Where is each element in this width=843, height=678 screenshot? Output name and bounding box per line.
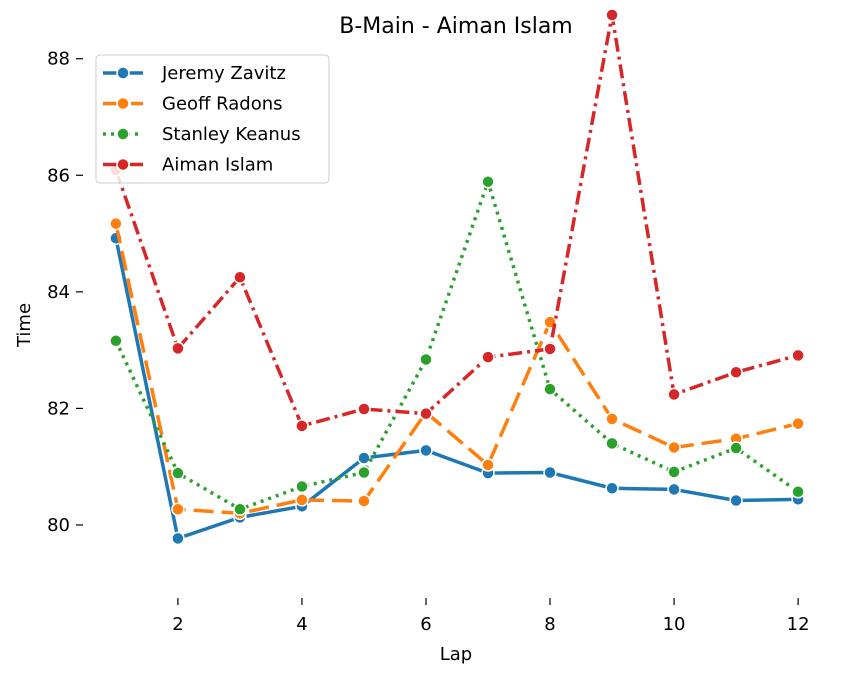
data-point [481, 458, 495, 472]
series-line [114, 223, 799, 516]
data-point [667, 482, 681, 497]
x-tick-label: 2 [172, 614, 183, 635]
data-point [667, 465, 681, 479]
data-point [419, 406, 433, 421]
data-point [667, 440, 681, 455]
legend-marker [116, 96, 130, 111]
data-point [109, 216, 123, 231]
data-point [109, 334, 123, 348]
x-axis: 2 4 6 8 10 12 [172, 598, 810, 635]
x-tick-label: 4 [296, 614, 307, 635]
data-point [605, 436, 619, 451]
y-axis: 80 82 84 86 88 [47, 49, 83, 536]
y-tick-label: 88 [47, 49, 70, 70]
data-point [357, 494, 371, 508]
data-point [729, 493, 743, 508]
data-point [171, 466, 185, 480]
data-point [543, 382, 557, 396]
data-point [791, 485, 805, 499]
data-point [729, 441, 743, 455]
data-point [729, 365, 743, 380]
x-tick-label: 12 [787, 614, 810, 635]
x-tick-label: 6 [420, 614, 431, 635]
data-point [419, 352, 433, 367]
legend-label: Jeremy Zavitz [161, 63, 286, 84]
data-point [357, 451, 371, 465]
y-tick-label: 80 [47, 515, 70, 536]
data-point [357, 465, 371, 480]
data-point [419, 443, 433, 458]
data-point [791, 348, 805, 363]
legend-label: Aiman Islam [162, 155, 273, 176]
data-point [233, 270, 247, 285]
data-point [233, 502, 247, 516]
data-point [171, 531, 185, 546]
data-point [295, 479, 309, 494]
data-point [667, 387, 681, 402]
data-point [543, 342, 557, 356]
legend-label: Geoff Radons [162, 94, 283, 115]
legend-marker [116, 127, 130, 141]
series-line [114, 237, 799, 541]
chart-title: B-Main - Aiman Islam [339, 14, 572, 39]
data-point [605, 481, 619, 496]
data-point [295, 419, 309, 433]
data-point [791, 416, 805, 431]
y-axis-label: Time [14, 303, 35, 348]
data-point [481, 350, 495, 364]
data-point [171, 341, 185, 356]
data-point [171, 502, 185, 516]
y-tick-label: 86 [47, 165, 70, 186]
x-tick-label: 10 [663, 614, 686, 635]
legend-label: Stanley Keanus [162, 124, 301, 145]
legend-marker [116, 66, 130, 80]
legend-box [95, 54, 330, 184]
x-tick-label: 8 [544, 614, 555, 635]
data-point [295, 493, 309, 507]
data-point [543, 465, 557, 480]
data-point [605, 412, 619, 426]
y-tick-label: 82 [47, 398, 70, 419]
series-line [114, 179, 800, 511]
data-point [481, 174, 495, 189]
data-point [605, 8, 619, 22]
series-line [114, 13, 799, 428]
y-tick-label: 84 [47, 282, 70, 303]
legend: Jeremy Zavitz Geoff Radons Stanley Keanus A… [95, 54, 330, 184]
x-axis-label: Lap [440, 644, 472, 665]
data-point [357, 402, 371, 416]
legend-marker [116, 157, 130, 172]
